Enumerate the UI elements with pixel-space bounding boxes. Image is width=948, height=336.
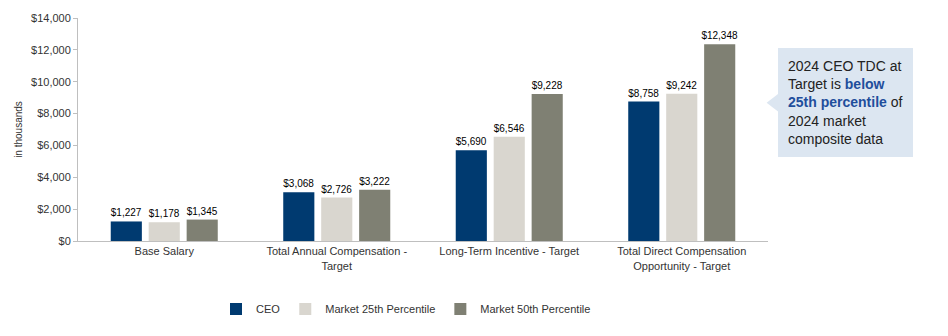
svg-text:$3,068: $3,068 (283, 178, 314, 189)
svg-text:$1,178: $1,178 (149, 208, 180, 219)
svg-text:$14,000: $14,000 (31, 12, 71, 24)
svg-text:$6,000: $6,000 (37, 139, 71, 151)
svg-text:$0: $0 (59, 235, 71, 247)
svg-text:in thousands: in thousands (13, 101, 24, 158)
svg-text:$8,758: $8,758 (628, 88, 659, 99)
svg-text:$4,000: $4,000 (37, 171, 71, 183)
svg-text:Base Salary: Base Salary (135, 245, 195, 257)
svg-text:$2,000: $2,000 (37, 203, 71, 215)
svg-text:Market 50th Percentile: Market 50th Percentile (480, 303, 590, 315)
svg-text:$3,222: $3,222 (359, 176, 390, 187)
svg-text:$9,242: $9,242 (666, 80, 697, 91)
svg-text:$2,726: $2,726 (321, 184, 352, 195)
svg-text:$9,228: $9,228 (532, 80, 563, 91)
svg-text:$1,227: $1,227 (111, 207, 142, 218)
svg-text:Total Direct CompensationOppor: Total Direct CompensationOpportunity - T… (617, 245, 746, 271)
svg-text:Market 25th Percentile: Market 25th Percentile (325, 303, 435, 315)
svg-text:$1,345: $1,345 (187, 206, 218, 217)
svg-text:$12,000: $12,000 (31, 44, 71, 56)
svg-text:$5,690: $5,690 (456, 136, 487, 147)
svg-text:CEO: CEO (256, 303, 280, 315)
svg-text:$10,000: $10,000 (31, 76, 71, 88)
svg-text:$8,000: $8,000 (37, 107, 71, 119)
svg-text:Total Annual Compensation -Tar: Total Annual Compensation -Target (266, 245, 407, 271)
svg-text:$12,348: $12,348 (701, 30, 738, 41)
svg-text:$6,546: $6,546 (494, 123, 525, 134)
svg-text:2024 CEO TDC atTarget is below: 2024 CEO TDC atTarget is below25th perce… (788, 58, 903, 147)
svg-text:Long-Term Incentive - Target: Long-Term Incentive - Target (439, 245, 579, 257)
